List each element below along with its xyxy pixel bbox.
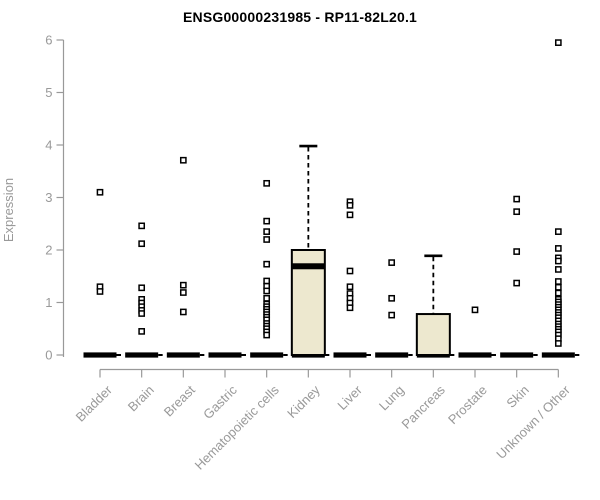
outlier-point: [346, 304, 354, 312]
outlier-point: [471, 306, 479, 314]
outlier-point: [554, 340, 562, 347]
y-tick-label: 4: [45, 138, 52, 153]
outlier-point: [513, 279, 521, 287]
outlier-point: [554, 245, 562, 252]
y-tick-label: 5: [45, 85, 52, 100]
outlier-point: [554, 289, 562, 297]
zero-box-bar: [208, 352, 242, 358]
outlier-point: [554, 283, 562, 291]
outlier-point: [513, 195, 521, 203]
zero-box-bar: [375, 352, 409, 358]
outlier-point: [263, 294, 271, 302]
outlier-point: [388, 311, 396, 319]
outlier-point: [554, 266, 562, 273]
outlier-point: [263, 228, 271, 235]
zero-box-bar: [500, 352, 534, 358]
outlier-point: [138, 284, 146, 292]
outlier-point: [179, 308, 187, 316]
outlier-point: [346, 283, 354, 291]
outlier-point: [513, 208, 521, 216]
outlier-point: [96, 188, 104, 196]
outlier-point: [138, 222, 146, 230]
outlier-point: [263, 179, 271, 187]
zero-box-bar: [83, 352, 117, 358]
y-tick-label: 2: [45, 243, 52, 258]
zero-box-bar: [333, 352, 367, 358]
outlier-point: [263, 260, 271, 268]
zero-box-bar: [166, 352, 200, 358]
chart-title: ENSG00000231985 - RP11-82L20.1: [182, 9, 418, 25]
outlier-point: [554, 39, 562, 46]
outlier-point: [263, 287, 271, 295]
outlier-point: [138, 240, 146, 248]
outlier-point: [263, 236, 271, 243]
box: [415, 313, 451, 356]
outlier-point: [388, 259, 396, 266]
outlier-point: [388, 294, 396, 302]
y-tick-label: 6: [45, 33, 52, 48]
y-tick-label: 3: [45, 190, 52, 205]
outlier-point: [263, 217, 271, 225]
outlier-point: [554, 257, 562, 265]
outlier-point: [179, 289, 187, 296]
outlier-point: [346, 202, 354, 209]
outlier-point: [263, 277, 271, 285]
outlier-point: [96, 288, 104, 295]
outlier-point: [138, 328, 146, 335]
zero-box-bar: [125, 352, 159, 358]
outlier-point: [179, 281, 187, 289]
median-line: [291, 263, 325, 270]
zero-box-bar: [458, 352, 492, 358]
outlier-point: [346, 267, 354, 275]
y-tick-label: 0: [45, 348, 52, 363]
zero-box-bar: [250, 352, 284, 358]
outlier-point: [138, 310, 146, 317]
outlier-point: [554, 228, 562, 235]
outlier-point: [513, 248, 521, 255]
zero-box-bar: [541, 352, 575, 358]
outlier-point: [346, 211, 354, 219]
outlier-point: [179, 156, 187, 164]
outlier-point: [554, 278, 562, 285]
y-tick-label: 1: [45, 295, 52, 310]
outlier-point: [263, 331, 271, 339]
